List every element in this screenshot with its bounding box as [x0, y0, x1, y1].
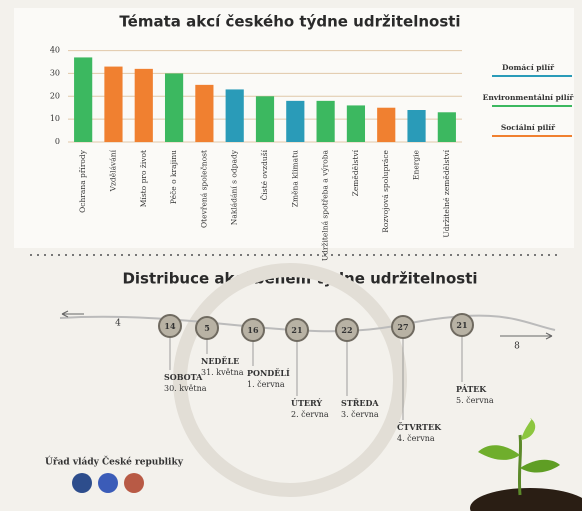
- x-tick-label: Čisté ovzduší: [260, 149, 269, 200]
- y-tick-label: 10: [50, 114, 60, 123]
- bar: [438, 112, 456, 142]
- x-tick-label: Rozvojová spolupráce: [381, 149, 390, 232]
- day-date: 4. června: [397, 434, 435, 443]
- day-count: 21: [291, 325, 302, 335]
- day-name: STŘEDA: [341, 398, 379, 408]
- legend-label: Environmentální pilíř: [483, 93, 575, 102]
- bar: [347, 105, 365, 142]
- bar: [286, 101, 304, 142]
- day-count: 14: [164, 321, 176, 331]
- infographic: Témata akcí českého týdne udržitelnosti …: [0, 0, 582, 511]
- x-tick-label: Otevřená společnost: [199, 150, 208, 228]
- day-count: 27: [397, 322, 408, 332]
- x-tick-label: Udržitelná spotřeba a výroba: [321, 149, 330, 261]
- day-date: 2. června: [291, 410, 329, 419]
- day-name: NEDĚLE: [201, 356, 239, 366]
- bar: [135, 69, 153, 142]
- day-count: 5: [204, 323, 210, 333]
- after-count: 8: [514, 342, 520, 352]
- bar: [226, 89, 244, 142]
- day-count: 22: [341, 325, 352, 335]
- day-name: PONDĚLÍ: [247, 368, 290, 378]
- x-tick-label: Vzdělávání: [108, 149, 117, 192]
- bar: [377, 108, 395, 142]
- bar: [407, 110, 425, 142]
- y-tick-label: 40: [50, 46, 60, 55]
- before-count: 4: [115, 319, 121, 329]
- day-count: 16: [247, 325, 259, 335]
- y-tick-label: 20: [50, 91, 60, 100]
- x-tick-label: Ochrana přírody: [78, 149, 87, 213]
- y-tick-label: 30: [50, 68, 60, 77]
- day-date: 31. května: [201, 368, 244, 377]
- x-tick-label: Změna klimatu: [290, 150, 299, 207]
- x-tick-label: Zemědělství: [351, 149, 360, 196]
- day-name: SOBOTA: [164, 372, 203, 382]
- x-tick-label: Udržitelné zemědělství: [442, 149, 451, 237]
- day-date: 3. června: [341, 410, 379, 419]
- legend-label: Domácí pilíř: [502, 63, 555, 72]
- day-name: PÁTEK: [456, 384, 487, 394]
- bar: [195, 85, 213, 142]
- day-date: 30. května: [164, 384, 207, 393]
- bar: [165, 73, 183, 142]
- bar: [104, 67, 122, 142]
- organization: Úřad vlády České republiky: [45, 456, 184, 468]
- day-name: ČTVRTEK: [397, 422, 442, 432]
- x-tick-label: Energie: [412, 149, 421, 180]
- day-date: 5. června: [456, 396, 494, 405]
- legend-label: Sociální pilíř: [501, 123, 556, 132]
- day-name: ÚTERÝ: [291, 398, 322, 408]
- bar: [317, 101, 335, 142]
- x-tick-label: Místo pro život: [139, 150, 148, 207]
- x-tick-label: Nakládání s odpady: [230, 149, 239, 225]
- x-tick-label: Péče o krajinu: [169, 150, 178, 204]
- y-tick-label: 0: [55, 137, 60, 146]
- day-date: 1. června: [247, 380, 285, 389]
- bar: [256, 96, 274, 142]
- chart-title: Témata akcí českého týdne udržitelnosti: [119, 13, 460, 31]
- day-count: 21: [456, 320, 467, 330]
- logos: [72, 473, 144, 493]
- bar: [74, 57, 92, 142]
